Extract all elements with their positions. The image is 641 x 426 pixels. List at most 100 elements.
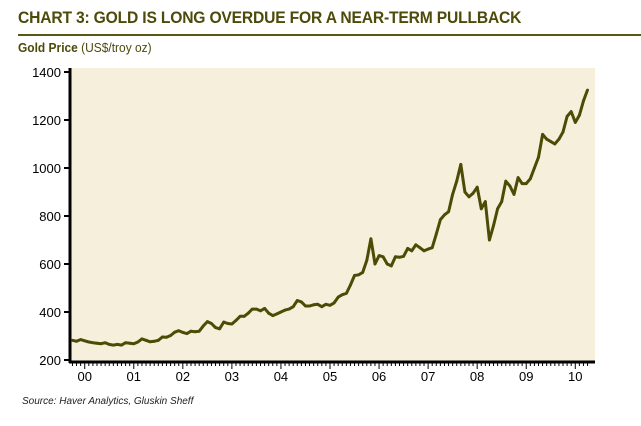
data-point: [283, 308, 287, 312]
data-point: [475, 185, 479, 189]
data-point: [336, 295, 340, 299]
data-point: [373, 262, 377, 266]
data-point: [328, 303, 332, 307]
data-point: [488, 238, 491, 242]
data-point: [418, 246, 422, 250]
data-point: [438, 218, 442, 222]
data-point: [357, 273, 361, 277]
data-point: [181, 331, 185, 334]
data-point: [455, 179, 459, 183]
data-point: [512, 193, 516, 196]
data-point: [541, 133, 544, 136]
data-point: [136, 340, 140, 344]
x-tick-label: 10: [568, 369, 582, 384]
data-point: [549, 140, 553, 144]
data-point: [263, 307, 266, 310]
data-point: [156, 338, 160, 342]
data-point: [87, 340, 91, 344]
data-point: [210, 322, 213, 325]
y-tick-label: 1000: [32, 161, 61, 176]
data-point: [103, 341, 107, 345]
data-point: [586, 88, 589, 92]
data-point: [340, 293, 344, 297]
subtitle-unit: (US$/troy oz): [81, 40, 152, 55]
data-point: [91, 341, 95, 345]
data-point: [528, 177, 532, 181]
data-point: [95, 341, 99, 345]
data-point: [353, 274, 356, 277]
plot-background: [70, 68, 595, 363]
chart-subtitle: Gold Price (US$/troy oz): [18, 40, 152, 55]
data-point: [299, 300, 303, 304]
x-tick-label: 00: [77, 369, 91, 384]
x-tick-label: 03: [225, 369, 239, 384]
y-tick-label: 600: [39, 257, 61, 272]
data-point: [197, 329, 201, 333]
data-point: [553, 142, 557, 146]
y-tick-label: 1200: [32, 113, 61, 128]
data-point: [124, 341, 127, 345]
data-point: [218, 327, 222, 331]
data-point: [148, 340, 152, 344]
data-point: [414, 243, 418, 247]
data-point: [107, 343, 111, 346]
data-point: [304, 304, 307, 308]
data-point: [185, 332, 189, 335]
x-tick-label: 07: [421, 369, 435, 384]
data-point: [577, 113, 581, 117]
data-point: [394, 255, 397, 259]
data-point: [83, 339, 87, 343]
data-point: [222, 320, 226, 324]
data-point: [471, 191, 475, 195]
data-point: [246, 311, 250, 315]
x-tick-label: 06: [372, 369, 386, 384]
data-point: [120, 343, 123, 347]
data-point: [238, 314, 242, 318]
data-point: [160, 335, 164, 339]
data-point: [483, 200, 487, 204]
data-point: [71, 338, 74, 342]
data-point: [377, 254, 381, 257]
data-point: [443, 213, 446, 217]
y-tick-label: 400: [39, 305, 61, 320]
data-point: [389, 264, 393, 268]
data-point: [381, 255, 385, 259]
data-point: [508, 184, 512, 188]
data-point: [308, 304, 311, 308]
data-point: [426, 247, 430, 251]
y-tick-label: 1400: [32, 65, 61, 80]
data-point: [316, 302, 320, 306]
data-point: [344, 291, 348, 295]
data-point: [173, 330, 177, 334]
x-tick-label: 09: [519, 369, 533, 384]
x-tick-label: 04: [274, 369, 288, 384]
data-point: [582, 99, 585, 103]
data-point: [516, 176, 520, 180]
data-point: [410, 249, 414, 253]
data-point: [361, 271, 365, 274]
data-point: [205, 320, 209, 323]
chart-title: CHART 3: GOLD IS LONG OVERDUE FOR A NEAR…: [18, 8, 522, 27]
data-point: [520, 182, 524, 186]
data-point: [537, 155, 540, 159]
data-point: [169, 334, 172, 337]
data-point: [545, 137, 549, 141]
data-point: [144, 338, 148, 342]
data-point: [561, 130, 565, 134]
data-point: [177, 329, 181, 333]
x-tick-label: 02: [176, 369, 190, 384]
data-point: [242, 314, 246, 318]
data-point: [259, 309, 262, 313]
data-point: [79, 338, 83, 341]
data-point: [349, 283, 352, 287]
data-point: [533, 166, 536, 170]
data-point: [573, 121, 577, 124]
data-point: [116, 343, 119, 346]
x-tick-label: 05: [323, 369, 337, 384]
data-point: [496, 207, 500, 211]
y-tick-label: 200: [39, 353, 61, 368]
data-point: [422, 249, 426, 253]
data-point: [230, 322, 234, 326]
data-point: [557, 137, 561, 141]
